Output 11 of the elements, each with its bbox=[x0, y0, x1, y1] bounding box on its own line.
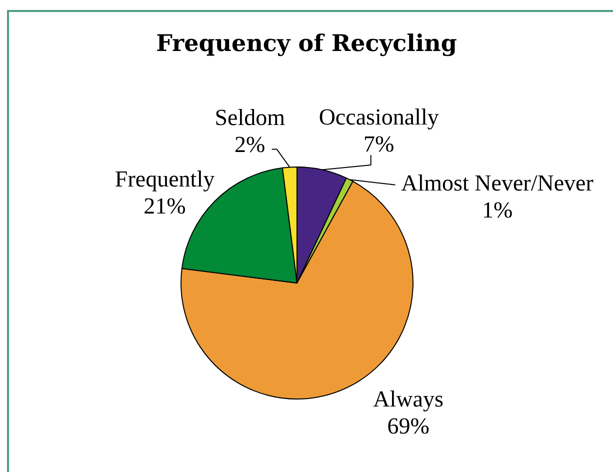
slice-label: Almost Never/Never bbox=[401, 170, 594, 196]
slice-label: Occasionally bbox=[318, 104, 440, 130]
chart-title: Frequency of Recycling bbox=[156, 30, 457, 57]
data-label: 21% bbox=[144, 193, 186, 218]
data-label: 69% bbox=[387, 414, 430, 439]
data-label: 7% bbox=[364, 132, 394, 157]
slice-label: Frequently bbox=[114, 166, 216, 192]
data-label: 1% bbox=[482, 197, 513, 222]
slice-label: Always bbox=[373, 386, 444, 412]
slice-label: Seldom bbox=[214, 104, 286, 130]
data-label: 2% bbox=[234, 132, 266, 157]
